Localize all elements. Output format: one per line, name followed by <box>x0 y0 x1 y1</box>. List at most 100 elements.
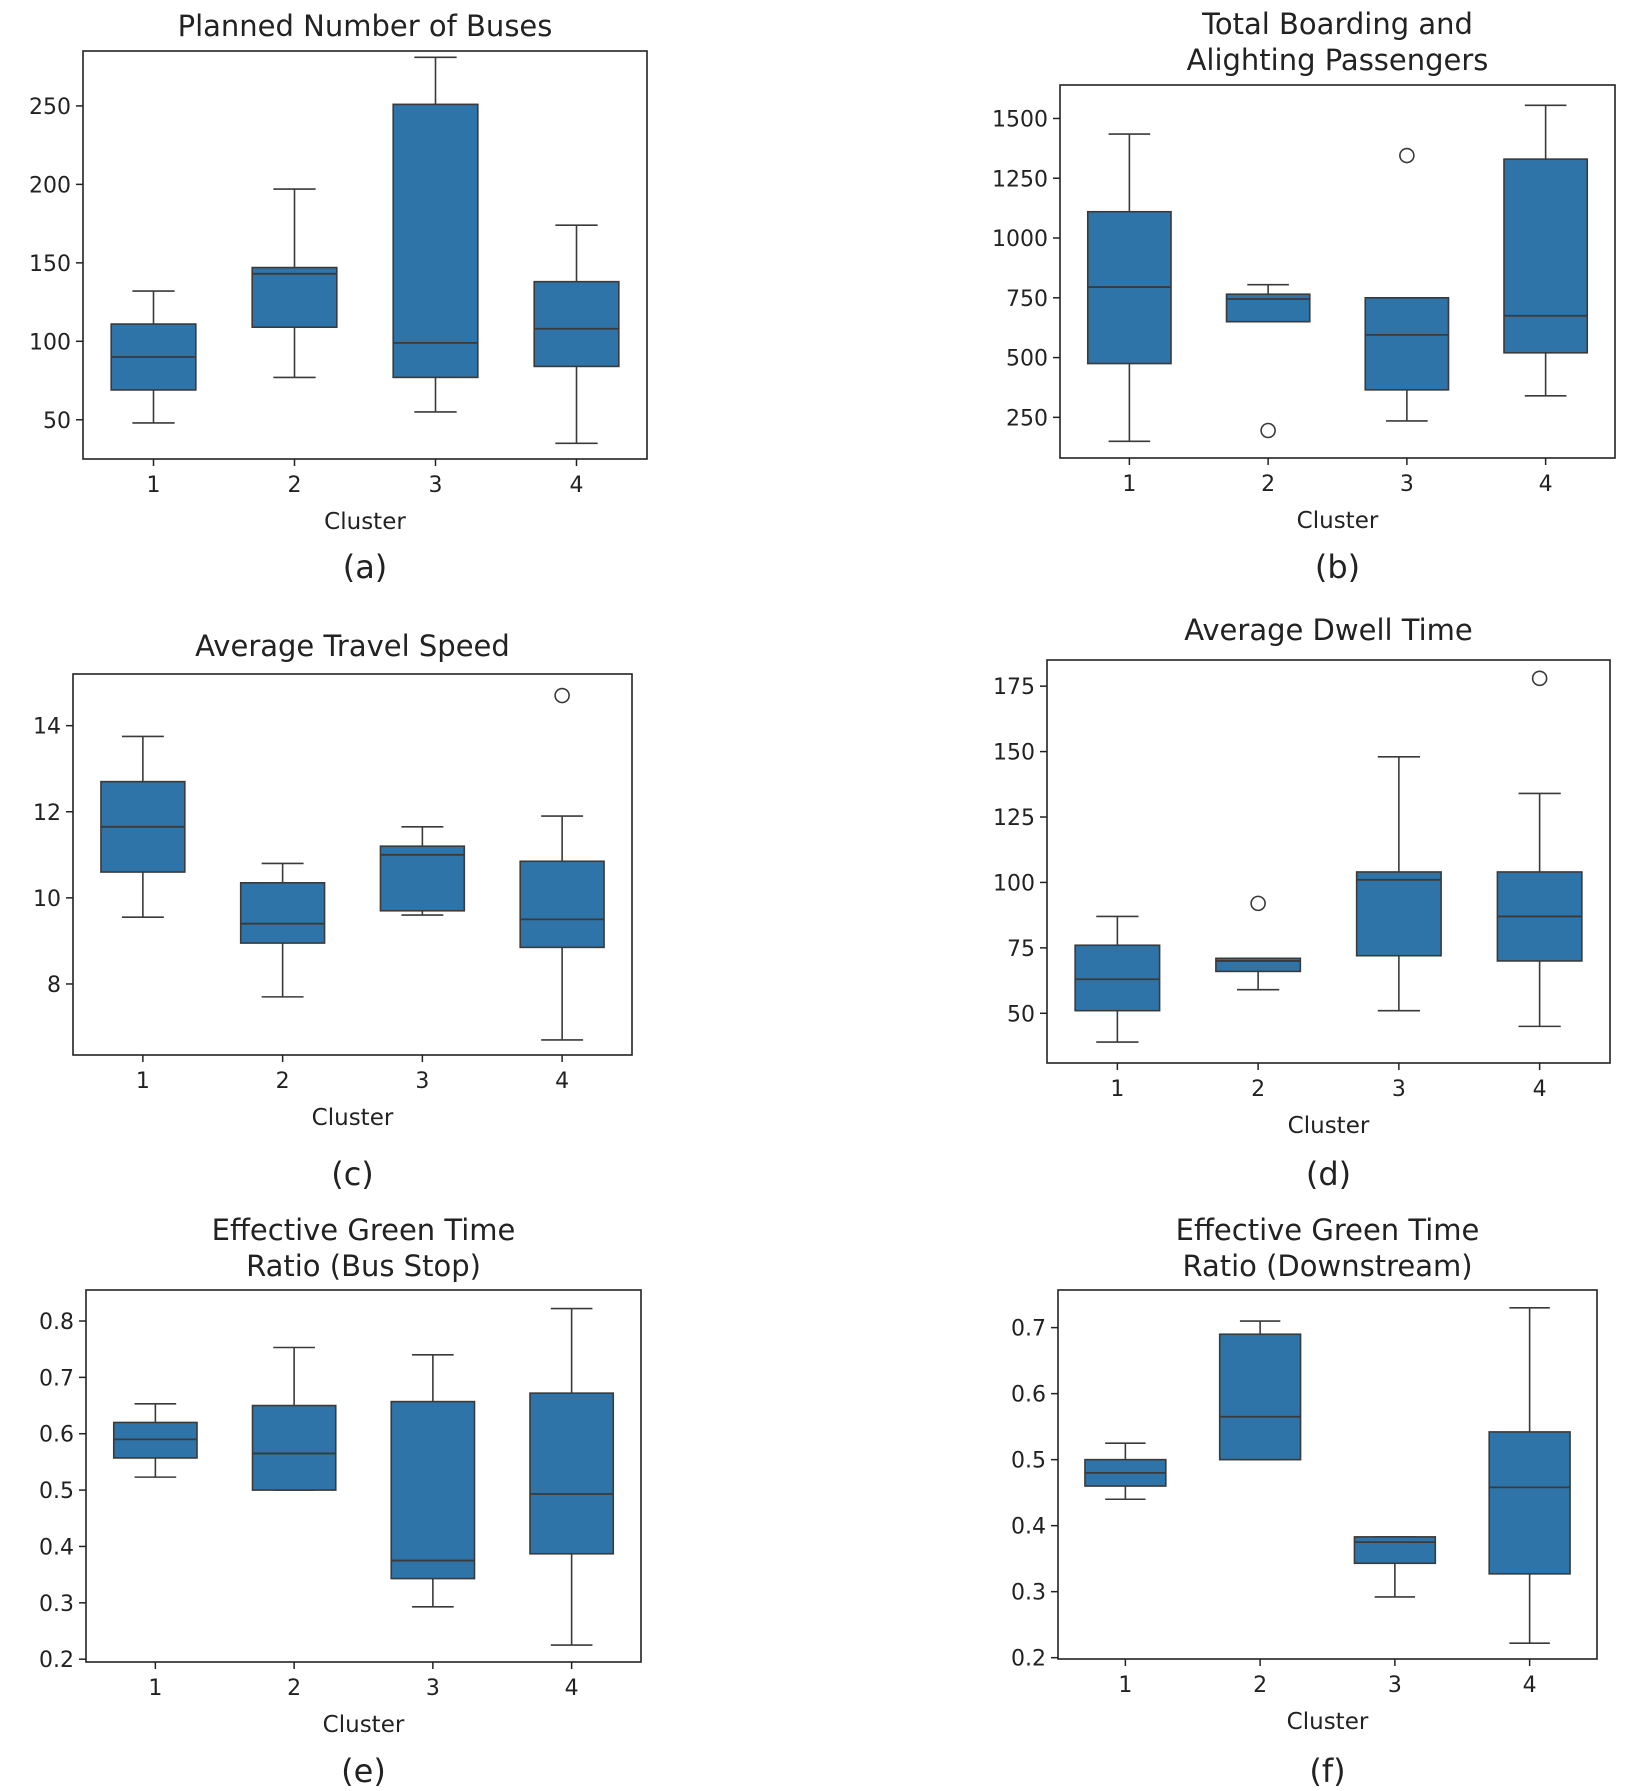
chart-5-title-line-1: Effective Green Time <box>212 1213 516 1247</box>
chart-2-ytick-label-5: 1250 <box>992 167 1048 192</box>
chart-3-box-2 <box>239 881 326 944</box>
chart-6-ytick-label-3: 0.4 <box>1011 1515 1046 1540</box>
chart-5-xtick-label-1: 1 <box>148 1676 162 1701</box>
chart-4-ytick-label-3: 100 <box>993 871 1035 896</box>
chart-1-ytick-label-1: 50 <box>43 409 71 434</box>
chart-1-plot-frame <box>82 50 648 460</box>
chart-5-xtick-label-4: 4 <box>565 1676 579 1701</box>
chart-2-plot-frame <box>1059 84 1616 459</box>
chart-3-xtick-label-4: 4 <box>555 1069 569 1094</box>
chart-5-box-4 <box>529 1392 615 1555</box>
chart-2-xtick-label-3: 3 <box>1400 472 1414 497</box>
chart-3-title-line-1: Average Travel Speed <box>195 629 510 663</box>
chart-4-caption: (d) <box>1306 1155 1351 1193</box>
chart-4-ytick-label-6: 175 <box>993 675 1035 700</box>
chart-2-title-line-2: Alighting Passengers <box>1187 43 1489 77</box>
chart-5-ytick-label-7: 0.8 <box>39 1310 74 1335</box>
chart-2-xtick-label-1: 1 <box>1122 472 1136 497</box>
chart-2-ytick-label-1: 250 <box>1006 406 1048 431</box>
chart-2-ytick-label-2: 500 <box>1006 347 1048 372</box>
chart-3-ytick-label-2: 10 <box>33 887 61 912</box>
chart-4-xtick-label-2: 2 <box>1251 1077 1265 1102</box>
chart-1-ytick-label-3: 150 <box>29 252 71 277</box>
chart-3-box-3 <box>379 845 466 912</box>
chart-4-ytick-label-5: 150 <box>993 741 1035 766</box>
chart-4-xtick-label-1: 1 <box>1110 1077 1124 1102</box>
chart-4-outlier-4-1 <box>1531 670 1548 687</box>
chart-2-title-line-1: Total Boarding and <box>1201 7 1473 41</box>
chart-5-box-2 <box>251 1404 337 1491</box>
chart-1-ytick-label-4: 200 <box>29 173 71 198</box>
chart-6-plot-frame <box>1057 1289 1598 1660</box>
chart-6-xtick-label-1: 1 <box>1118 1673 1132 1698</box>
chart-3-ytick-label-3: 12 <box>33 801 61 826</box>
chart-5-ytick-label-1: 0.2 <box>39 1648 74 1673</box>
chart-4-box-1 <box>1074 944 1161 1012</box>
chart-4-box-3 <box>1355 871 1442 957</box>
chart-2-xtick-label-4: 4 <box>1539 472 1553 497</box>
chart-2-ytick-label-4: 1000 <box>992 227 1048 252</box>
chart-4-xlabel: Cluster <box>1288 1113 1370 1139</box>
chart-3-ytick-label-1: 8 <box>47 973 61 998</box>
chart-6-xtick-label-2: 2 <box>1253 1673 1267 1698</box>
chart-3-xlabel: Cluster <box>312 1105 394 1131</box>
chart-1-caption: (a) <box>343 548 388 586</box>
chart-5-xtick-label-3: 3 <box>426 1676 440 1701</box>
chart-4-ytick-label-1: 50 <box>1007 1002 1035 1027</box>
chart-6-ytick-label-4: 0.5 <box>1011 1449 1046 1474</box>
chart-4-title-line-1: Average Dwell Time <box>1184 613 1473 647</box>
chart-1-xlabel: Cluster <box>324 509 406 535</box>
chart-5-box-3 <box>390 1400 476 1580</box>
chart-2-caption: (b) <box>1315 548 1360 586</box>
chart-6-xtick-label-4: 4 <box>1523 1673 1537 1698</box>
chart-2-xlabel: Cluster <box>1297 508 1379 534</box>
chart-3-caption: (c) <box>331 1155 374 1193</box>
chart-2-xtick-label-2: 2 <box>1261 472 1275 497</box>
chart-2-box-4 <box>1503 158 1589 354</box>
chart-5-ytick-label-2: 0.3 <box>39 1592 74 1617</box>
chart-6-caption: (f) <box>1309 1752 1345 1790</box>
chart-3-box-4 <box>519 860 605 949</box>
chart-1-title-line-1: Planned Number of Buses <box>178 9 553 43</box>
chart-3-outlier-4-1 <box>554 687 570 704</box>
chart-5-plot-frame <box>85 1289 642 1663</box>
chart-1-xtick-label-1: 1 <box>147 473 161 498</box>
chart-6-ytick-label-1: 0.2 <box>1011 1647 1046 1672</box>
chart-6-box-2 <box>1218 1333 1302 1461</box>
chart-6-box-4 <box>1488 1431 1571 1575</box>
chart-1-xtick-label-3: 3 <box>429 473 443 498</box>
chart-2-outlier-2-1 <box>1260 422 1276 439</box>
chart-3-ytick-label-4: 14 <box>33 715 61 740</box>
chart-5-ytick-label-4: 0.5 <box>39 1479 74 1504</box>
chart-2-ytick-label-6: 1500 <box>992 107 1048 132</box>
chart-5-ytick-label-5: 0.6 <box>39 1423 74 1448</box>
chart-1-xtick-label-4: 4 <box>570 473 584 498</box>
chart-6-box-3 <box>1353 1536 1437 1565</box>
chart-6-title-line-1: Effective Green Time <box>1176 1213 1480 1247</box>
chart-4-xtick-label-4: 4 <box>1533 1077 1547 1102</box>
chart-4-plot-frame <box>1046 659 1611 1064</box>
chart-2-ytick-label-3: 750 <box>1006 287 1048 312</box>
chart-3-xtick-label-1: 1 <box>136 1069 150 1094</box>
chart-3-plot-frame <box>72 673 633 1056</box>
chart-1-xtick-label-2: 2 <box>288 473 302 498</box>
chart-1-ytick-label-2: 100 <box>29 330 71 355</box>
chart-3-xtick-label-3: 3 <box>415 1069 429 1094</box>
chart-4-xtick-label-3: 3 <box>1392 1077 1406 1102</box>
chart-4-ytick-label-4: 125 <box>993 806 1035 831</box>
chart-6-xtick-label-3: 3 <box>1388 1673 1402 1698</box>
chart-1-box-3 <box>392 103 479 379</box>
chart-6-title-line-2: Ratio (Downstream) <box>1182 1249 1472 1283</box>
chart-6-ytick-label-6: 0.7 <box>1011 1317 1046 1342</box>
chart-5-caption: (e) <box>341 1752 386 1790</box>
chart-6-ytick-label-5: 0.6 <box>1011 1383 1046 1408</box>
chart-6-ytick-label-2: 0.3 <box>1011 1581 1046 1606</box>
chart-5-ytick-label-6: 0.7 <box>39 1366 74 1391</box>
chart-3-xtick-label-2: 2 <box>276 1069 290 1094</box>
chart-5-title-line-2: Ratio (Bus Stop) <box>246 1249 481 1283</box>
chart-5-xlabel: Cluster <box>323 1712 405 1738</box>
chart-6-xlabel: Cluster <box>1287 1709 1369 1735</box>
chart-1-box-2 <box>251 266 338 328</box>
chart-2-box-3 <box>1364 297 1450 391</box>
